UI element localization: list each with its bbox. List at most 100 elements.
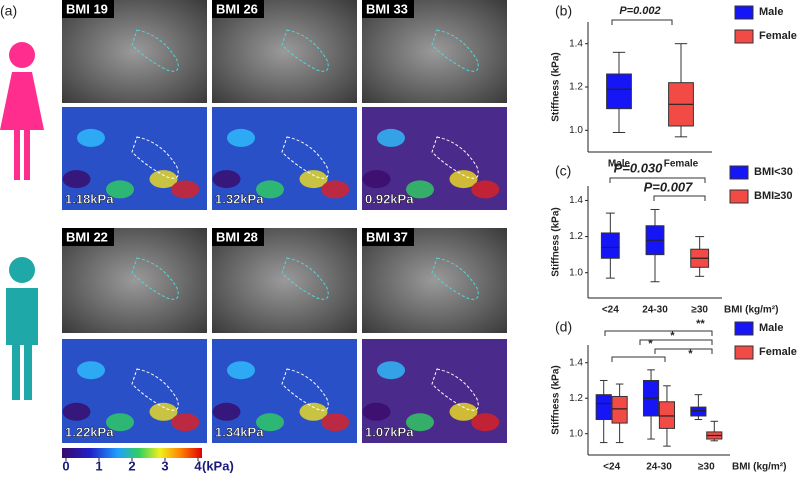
x-tick-label: Male [608, 159, 631, 170]
significance-bracket [654, 348, 713, 354]
stiffness-blob [406, 180, 434, 199]
stiffness-label: 0.92kPa [365, 191, 414, 206]
stiffness-blob [149, 402, 178, 421]
box [658, 401, 676, 429]
box [600, 232, 620, 259]
x-tick-label: <24 [603, 462, 620, 473]
x-axis-label: BMI (kg/m²) [724, 305, 778, 316]
bmi-label: BMI 28 [216, 229, 258, 244]
stiffness-blob [77, 128, 105, 147]
annotation: P=0.030 [614, 160, 664, 175]
stiffness-blob [212, 170, 241, 189]
y-axis-label: Stiffness (kPa) [551, 52, 562, 121]
stiffness-blob [149, 170, 178, 189]
roi-outline [131, 136, 179, 179]
y-tick-label: 1.4 [569, 357, 583, 368]
stiffness-blob [106, 413, 134, 432]
stiffness-blob [321, 180, 350, 199]
stiffness-label: 1.32kPa [215, 191, 264, 206]
roi-outline [281, 368, 329, 411]
roi-outline [431, 136, 479, 179]
bmi-label: BMI 26 [216, 1, 258, 16]
label-bg [212, 0, 264, 18]
annotation: P=0.007 [644, 179, 694, 194]
stiffness-blob [171, 413, 200, 432]
stiffness-blob [256, 413, 284, 432]
male-icon [6, 257, 38, 400]
stiffness-blob [449, 170, 478, 189]
label-bg [62, 0, 114, 18]
stiffness-label: 1.34kPa [215, 424, 264, 439]
legend-label: BMI≥30 [754, 190, 792, 202]
significance-bracket [611, 19, 673, 25]
panel-label: (c) [555, 163, 571, 179]
colorbar-tick-label: 0 [62, 458, 69, 473]
x-tick-label: 24-30 [642, 305, 668, 316]
significance-bracket [611, 356, 666, 362]
colorbar-tick-label: 3 [161, 458, 168, 473]
stiffness-blob [377, 361, 405, 380]
stiffness-blob [256, 180, 284, 199]
colorbar-tick-label: 1 [95, 458, 102, 473]
significance-bracket [639, 339, 713, 345]
legend-label: BMI<30 [754, 166, 793, 178]
roi-outline [131, 257, 179, 300]
stiffness-blob [62, 170, 91, 189]
x-axis-label: BMI (kg/m²) [732, 462, 786, 473]
legend-label: Male [759, 322, 783, 334]
stiffness-blob [362, 170, 391, 189]
x-tick-label: 24-30 [646, 462, 672, 473]
y-tick-label: 1.0 [569, 428, 583, 439]
bmi-label: BMI 19 [66, 1, 108, 16]
roi-outline [431, 257, 479, 300]
y-tick-label: 1.0 [569, 267, 583, 278]
significance-bracket [653, 195, 706, 201]
box [690, 406, 707, 417]
stiffness-blob [212, 402, 241, 421]
legend-label: Female [759, 346, 797, 358]
label-bg [212, 228, 264, 246]
annotation: ** [696, 318, 705, 330]
y-axis-label: Stiffness (kPa) [551, 207, 562, 276]
roi-outline [131, 29, 179, 72]
box [606, 73, 632, 110]
panel-label: (d) [555, 319, 572, 335]
annotation: * [670, 330, 675, 342]
roi-outline [131, 368, 179, 411]
stiffness-blob [106, 180, 134, 199]
y-tick-label: 1.0 [569, 125, 583, 136]
annotation: * [688, 348, 693, 360]
stiffness-label: 1.22kPa [65, 424, 114, 439]
stiffness-label: 1.18kPa [65, 191, 114, 206]
annotation: * [648, 338, 653, 350]
annotation: P=0.002 [619, 5, 660, 17]
colorbar [62, 448, 202, 458]
significance-bracket [609, 177, 706, 183]
roi-outline [281, 257, 329, 300]
x-tick-label: <24 [602, 305, 619, 316]
x-tick-label: ≥30 [691, 305, 708, 316]
stiffness-blob [471, 413, 500, 432]
stiffness-label: 1.07kPa [365, 424, 414, 439]
y-tick-label: 1.2 [569, 393, 583, 404]
x-tick-label: ≥30 [698, 462, 715, 473]
stiffness-blob [321, 413, 350, 432]
roi-outline [431, 368, 479, 411]
stiffness-blob [362, 402, 391, 421]
roi-outline [281, 136, 329, 179]
stiffness-blob [227, 361, 255, 380]
panel-label: (b) [555, 3, 572, 19]
colorbar-tick-label: 2 [128, 458, 135, 473]
label-bg [62, 228, 114, 246]
panel-label: (a) [0, 3, 17, 19]
stiffness-blob [171, 180, 200, 199]
stiffness-blob [299, 402, 328, 421]
stiffness-blob [449, 402, 478, 421]
colorbar-tick-label: 4 [194, 458, 202, 473]
box [595, 394, 612, 421]
legend-label: Female [759, 30, 797, 42]
bmi-label: BMI 33 [366, 1, 408, 16]
y-tick-label: 1.2 [569, 231, 583, 242]
label-bg [362, 0, 414, 18]
